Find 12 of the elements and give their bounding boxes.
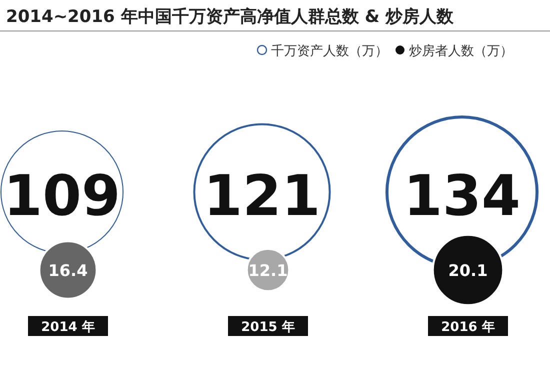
data-label: 20.1 [448, 261, 488, 280]
data-label: 134 [404, 164, 520, 229]
data-label: 121 [204, 164, 320, 229]
legend-label: 千万资产人数（万） [271, 44, 388, 59]
category-label: 2015 年 [241, 320, 295, 335]
text: 2014~2016 年中国千万资产高净值人群总数 & 炒房人数 [6, 7, 454, 27]
data-label: 109 [4, 164, 120, 229]
data-label: 12.1 [248, 261, 288, 280]
data-label: 16.4 [48, 261, 88, 280]
category-label: 2016 年 [441, 320, 495, 335]
legend-label: 炒房者人数（万） [409, 43, 513, 59]
category-label: 2014 年 [41, 320, 95, 335]
